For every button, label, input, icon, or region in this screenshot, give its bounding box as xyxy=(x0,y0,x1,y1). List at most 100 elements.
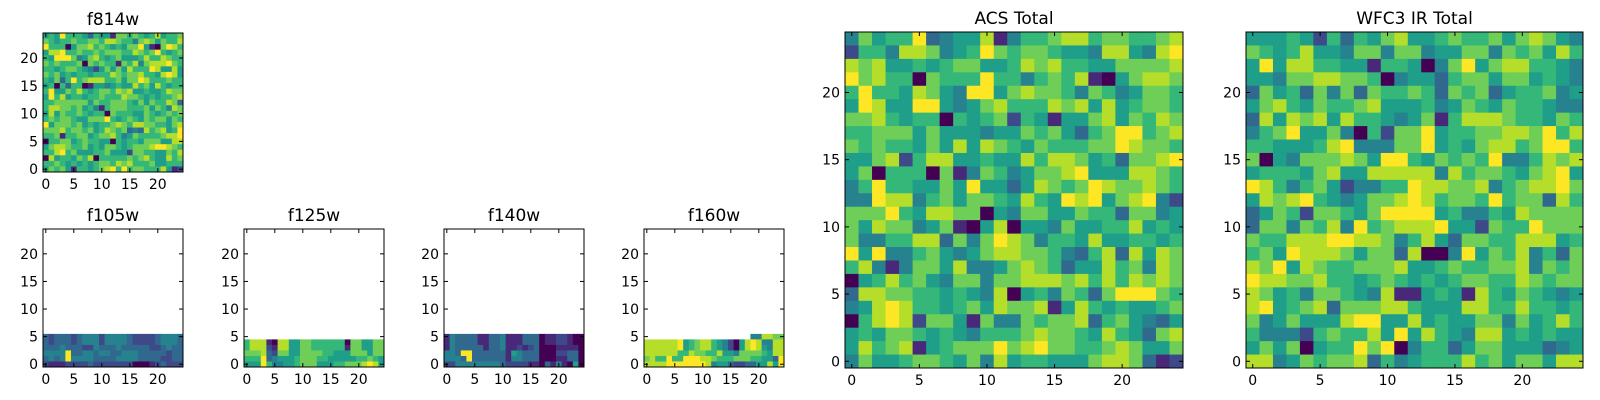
heatmap-cell xyxy=(160,144,167,151)
heatmap-cell xyxy=(43,116,49,123)
heatmap-cell xyxy=(872,287,886,302)
heatmap-cell xyxy=(272,344,278,351)
heatmap-cell xyxy=(1529,139,1543,154)
heatmap-cell xyxy=(912,300,927,315)
heatmap-cell xyxy=(171,339,178,346)
heatmap-cell xyxy=(912,341,927,355)
heatmap-cell xyxy=(132,55,139,62)
heatmap-cell xyxy=(993,354,1008,369)
heatmap-cell xyxy=(993,300,1008,315)
heatmap-cell xyxy=(1034,112,1049,127)
heatmap-cell xyxy=(149,350,156,357)
heatmap-cell xyxy=(143,160,150,167)
heatmap-cell xyxy=(1286,152,1301,167)
heatmap-cell xyxy=(1169,206,1184,221)
heatmap-cell xyxy=(171,344,178,351)
heatmap-cell xyxy=(143,71,150,78)
x-tick-label: 10 xyxy=(694,372,712,388)
heatmap-cell xyxy=(1246,179,1260,194)
heatmap-cell xyxy=(43,133,49,140)
heatmap-cell xyxy=(885,85,900,100)
heatmap-cell xyxy=(939,247,954,261)
heatmap-cell xyxy=(1061,354,1076,369)
heatmap-cell xyxy=(980,72,995,87)
heatmap-cell xyxy=(127,160,133,167)
heatmap-cell xyxy=(966,354,981,369)
heatmap-cell xyxy=(953,327,968,342)
heatmap-cell xyxy=(966,341,981,355)
heatmap-cell xyxy=(1020,314,1035,329)
heatmap-cell xyxy=(1142,300,1157,315)
heatmap-cell xyxy=(104,66,111,73)
heatmap-cell xyxy=(1502,99,1516,114)
heatmap-cell xyxy=(1461,72,1476,87)
heatmap-cell xyxy=(980,193,995,208)
heatmap-cell xyxy=(110,361,117,368)
heatmap-cell xyxy=(885,139,900,154)
heatmap-cell xyxy=(115,99,122,106)
heatmap-cell xyxy=(149,121,156,128)
heatmap-cell xyxy=(939,99,954,114)
heatmap-cell xyxy=(449,350,456,357)
heatmap-cell xyxy=(1169,126,1184,140)
heatmap-cell xyxy=(1142,45,1157,60)
heatmap-cell xyxy=(356,350,362,357)
heatmap-cell xyxy=(121,110,128,117)
heatmap-cell xyxy=(572,361,579,368)
heatmap-cell xyxy=(76,83,83,89)
heatmap-cell xyxy=(1367,139,1382,154)
heatmap-cell xyxy=(1326,152,1341,167)
heatmap-cell xyxy=(1155,220,1170,234)
heatmap-cell xyxy=(59,94,66,101)
heatmap-cell xyxy=(1515,287,1530,302)
heatmap-cell xyxy=(1088,85,1103,100)
heatmap-cell xyxy=(138,355,145,362)
heatmap-cell xyxy=(500,350,506,357)
heatmap-cell xyxy=(171,149,178,156)
heatmap-cell xyxy=(1034,179,1049,194)
heatmap-cell xyxy=(1407,193,1422,208)
heatmap-cell xyxy=(1326,247,1341,261)
heatmap-cell xyxy=(149,71,156,78)
heatmap-cell xyxy=(1367,193,1382,208)
heatmap-cell xyxy=(143,44,150,51)
heatmap-cell xyxy=(1299,152,1314,167)
heatmap-cell xyxy=(48,127,55,134)
heatmap-cell xyxy=(76,94,83,101)
heatmap-cell xyxy=(115,144,122,151)
heatmap-cell xyxy=(1353,126,1368,140)
heatmap-cell xyxy=(722,339,729,346)
heatmap-cell xyxy=(1353,112,1368,127)
heatmap-cell xyxy=(1259,58,1274,73)
heatmap-cell xyxy=(1007,233,1022,248)
heatmap-cell xyxy=(722,355,729,362)
heatmap-cell xyxy=(666,350,673,357)
heatmap-cell xyxy=(65,83,72,89)
heatmap-cell xyxy=(953,45,968,60)
heatmap-cell xyxy=(132,361,139,368)
heatmap-cell xyxy=(1556,247,1570,261)
heatmap-cell xyxy=(1394,152,1409,167)
heatmap-cell xyxy=(655,355,662,362)
heatmap-cell xyxy=(845,112,859,127)
heatmap-cell xyxy=(953,206,968,221)
heatmap-cell xyxy=(912,247,927,261)
heatmap-cell xyxy=(1313,327,1328,342)
heatmap-cell xyxy=(1313,32,1328,46)
heatmap-cell xyxy=(93,138,100,145)
heatmap-cell xyxy=(104,38,111,45)
heatmap-cell xyxy=(1502,152,1516,167)
heatmap-cell xyxy=(494,355,501,362)
heatmap-cell xyxy=(716,344,723,351)
heatmap-cell xyxy=(65,33,72,39)
heatmap-cell xyxy=(761,361,768,368)
heatmap-cell xyxy=(1286,220,1301,234)
heatmap-cell xyxy=(1556,166,1570,181)
heatmap-cell xyxy=(500,344,506,351)
heatmap-cell xyxy=(255,339,262,346)
x-tick-label: 10 xyxy=(494,372,512,388)
heatmap-cell xyxy=(76,55,83,62)
heatmap-cell xyxy=(48,160,55,167)
heatmap-cell xyxy=(132,149,139,156)
heatmap-cell xyxy=(1448,166,1463,181)
